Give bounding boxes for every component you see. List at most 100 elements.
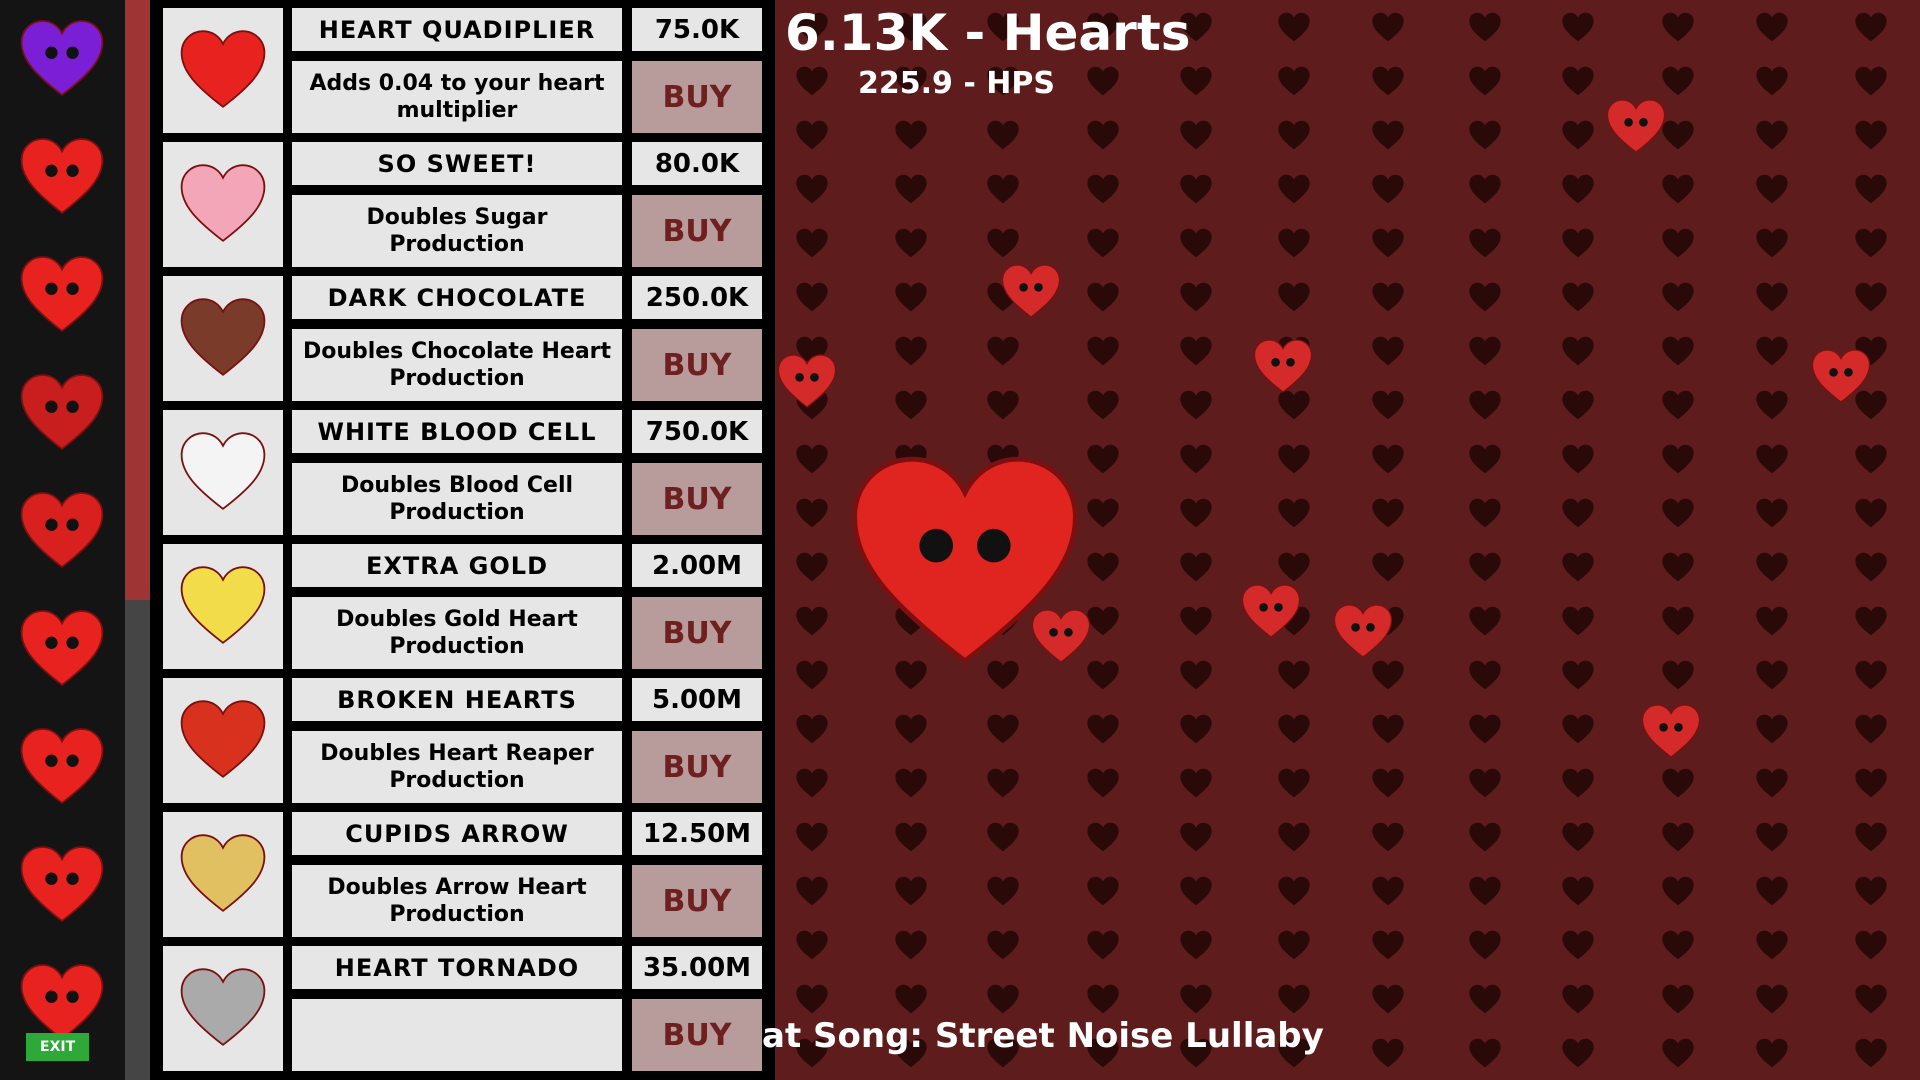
shop-item: DARK CHOCOLATE 250.0K Doubles Chocolate … bbox=[163, 276, 763, 401]
background-heart-icon bbox=[986, 10, 1020, 42]
background-heart-icon bbox=[1561, 172, 1595, 204]
floating-heart-icon[interactable] bbox=[1252, 335, 1314, 401]
buy-button[interactable]: BUY bbox=[632, 61, 762, 133]
shop-panel: HEART QUADIPLIER 75.0K Adds 0.04 to your… bbox=[150, 0, 775, 1080]
background-heart-icon bbox=[1468, 874, 1502, 906]
main-heart-button[interactable] bbox=[845, 440, 1085, 684]
floating-heart-icon[interactable] bbox=[1240, 580, 1302, 646]
background-heart-icon bbox=[1854, 388, 1888, 420]
background-heart-icon bbox=[1854, 658, 1888, 690]
background-heart-icon bbox=[795, 10, 829, 42]
sidebar-purple-heart-button[interactable] bbox=[12, 15, 112, 105]
sidebar-reaper-heart-button[interactable] bbox=[12, 369, 112, 459]
background-heart-icon bbox=[795, 1036, 829, 1068]
background-heart-icon bbox=[1661, 766, 1695, 798]
item-price: 80.0K bbox=[632, 142, 762, 185]
shop-item: BROKEN HEARTS 5.00M Doubles Heart Reaper… bbox=[163, 678, 763, 803]
gold-heart-icon bbox=[178, 560, 268, 654]
background-heart-icon bbox=[986, 388, 1020, 420]
buy-button[interactable]: BUY bbox=[632, 597, 762, 669]
item-title: DARK CHOCOLATE bbox=[292, 276, 622, 319]
background-heart-icon bbox=[1661, 172, 1695, 204]
item-image bbox=[163, 544, 283, 669]
background-heart-icon bbox=[1561, 928, 1595, 960]
background-heart-icon bbox=[1661, 118, 1695, 150]
background-heart-icon bbox=[1854, 226, 1888, 258]
happy-heart-icon bbox=[18, 132, 106, 224]
background-heart-icon bbox=[1561, 982, 1595, 1014]
background-heart-icon bbox=[1179, 226, 1213, 258]
item-title: WHITE BLOOD CELL bbox=[292, 410, 622, 453]
background-heart-icon bbox=[1561, 226, 1595, 258]
background-heart-icon bbox=[894, 280, 928, 312]
background-heart-icon bbox=[1468, 604, 1502, 636]
background-heart-icon bbox=[1854, 550, 1888, 582]
background-heart-icon bbox=[795, 658, 829, 690]
item-description: Adds 0.04 to your heart multiplier bbox=[292, 61, 622, 133]
shop-item: SO SWEET! 80.0K Doubles Sugar Production… bbox=[163, 142, 763, 267]
gear-heart-icon bbox=[18, 840, 106, 932]
buy-button[interactable]: BUY bbox=[632, 731, 762, 803]
item-image bbox=[163, 678, 283, 803]
buy-button[interactable]: BUY bbox=[632, 463, 762, 535]
background-heart-icon bbox=[1661, 64, 1695, 96]
background-heart-icon bbox=[1371, 712, 1405, 744]
shop-item: EXTRA GOLD 2.00M Doubles Gold Heart Prod… bbox=[163, 544, 763, 669]
background-heart-icon bbox=[1277, 874, 1311, 906]
sidebar-bandaged-heart-button[interactable] bbox=[12, 487, 112, 577]
now-playing-song: at Song: Street Noise Lullaby bbox=[762, 1016, 1324, 1056]
sidebar-happy-heart-button[interactable] bbox=[12, 133, 112, 223]
floating-heart-icon[interactable] bbox=[1030, 605, 1092, 671]
sidebar-gear-heart-button[interactable] bbox=[12, 841, 112, 931]
background-heart-icon bbox=[1661, 334, 1695, 366]
floating-heart-icon[interactable] bbox=[1605, 95, 1667, 161]
item-description: Doubles Blood Cell Production bbox=[292, 463, 622, 535]
background-heart-icon bbox=[1854, 64, 1888, 96]
background-heart-icon bbox=[795, 496, 829, 528]
scrollbar-thumb[interactable] bbox=[125, 0, 150, 600]
background-heart-icon bbox=[894, 226, 928, 258]
background-heart-icon bbox=[894, 712, 928, 744]
background-heart-icon bbox=[894, 982, 928, 1014]
background-heart-icon bbox=[1277, 280, 1311, 312]
sidebar-sign-heart-button[interactable] bbox=[12, 723, 112, 813]
background-heart-icon bbox=[1086, 64, 1120, 96]
background-heart-icon bbox=[1179, 442, 1213, 474]
buy-button[interactable]: BUY bbox=[632, 195, 762, 267]
background-heart-icon bbox=[986, 982, 1020, 1014]
floating-heart-icon[interactable] bbox=[1810, 345, 1872, 411]
background-heart-icon bbox=[1854, 280, 1888, 312]
background-heart-icon bbox=[1854, 118, 1888, 150]
floating-heart-icon[interactable] bbox=[1000, 260, 1062, 326]
background-heart-icon bbox=[1277, 550, 1311, 582]
sidebar-exit-heart-button[interactable]: EXIT bbox=[12, 959, 112, 1061]
background-heart-icon bbox=[1371, 982, 1405, 1014]
background-heart-icon bbox=[1371, 280, 1405, 312]
background-heart-icon bbox=[1179, 820, 1213, 852]
sidebar-artist-heart-button[interactable] bbox=[12, 605, 112, 695]
background-heart-icon bbox=[1277, 388, 1311, 420]
buy-button[interactable]: BUY bbox=[632, 329, 762, 401]
background-heart-icon bbox=[1086, 442, 1120, 474]
buy-button[interactable]: BUY bbox=[632, 999, 762, 1071]
background-heart-icon bbox=[1086, 10, 1120, 42]
background-heart-icon bbox=[1755, 766, 1789, 798]
floating-heart-icon[interactable] bbox=[1640, 700, 1702, 766]
item-description: Doubles Arrow Heart Production bbox=[292, 865, 622, 937]
sidebar-twin-hearts-button[interactable] bbox=[12, 251, 112, 341]
background-heart-icon bbox=[1561, 604, 1595, 636]
background-heart-icon bbox=[1371, 1036, 1405, 1068]
background-heart-icon bbox=[1755, 442, 1789, 474]
background-heart-icon bbox=[894, 874, 928, 906]
background-heart-icon bbox=[1086, 1036, 1120, 1068]
background-heart-icon bbox=[1468, 982, 1502, 1014]
background-heart-icon bbox=[1755, 64, 1789, 96]
artist-heart-icon bbox=[18, 604, 106, 696]
background-heart-icon bbox=[1468, 172, 1502, 204]
buy-button[interactable]: BUY bbox=[632, 865, 762, 937]
floating-heart-icon[interactable] bbox=[776, 350, 838, 416]
background-heart-icon bbox=[1854, 982, 1888, 1014]
floating-heart-icon[interactable] bbox=[1332, 600, 1394, 666]
background-heart-icon bbox=[795, 766, 829, 798]
scrollbar[interactable] bbox=[125, 0, 150, 1080]
